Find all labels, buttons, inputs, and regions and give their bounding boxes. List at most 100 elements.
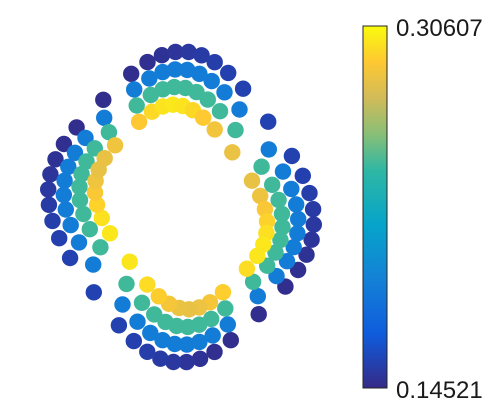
scatter-point — [253, 158, 270, 175]
scatter-point — [272, 231, 289, 249]
scatter-point — [92, 239, 109, 256]
scatter-point — [283, 180, 300, 198]
scatter-point — [75, 205, 92, 223]
scatter-point — [238, 260, 256, 277]
scatter-point — [128, 97, 145, 114]
scatter-point — [244, 273, 262, 290]
scatter-point — [73, 165, 90, 183]
scatter-point — [166, 61, 184, 78]
scatter-point — [216, 84, 233, 101]
scatter-point — [290, 210, 307, 228]
scatter-point — [139, 343, 156, 360]
scatter-point — [165, 353, 182, 371]
scatter-point — [195, 109, 212, 126]
scatter-point — [139, 276, 156, 293]
scatter-point — [304, 201, 322, 218]
scatter-point — [217, 300, 234, 317]
scatter-point — [264, 176, 281, 193]
scatter-point — [86, 140, 104, 157]
scatter-point — [203, 72, 220, 90]
colorbar-min-label: 0.14521 — [396, 377, 483, 404]
scatter-point — [66, 144, 84, 161]
scatter-point — [289, 225, 306, 242]
scatter-point — [289, 261, 307, 279]
scatter-point — [125, 332, 142, 350]
scatter-point — [249, 288, 266, 305]
scatter-point — [130, 113, 148, 130]
scatter-point — [57, 201, 74, 218]
scatter-point — [121, 253, 138, 270]
scatter-point — [220, 64, 237, 82]
scatter-point — [267, 244, 284, 261]
scatter-point — [56, 172, 73, 189]
scatter-point — [51, 230, 68, 247]
scatter-point — [126, 81, 143, 98]
scatter-point — [44, 212, 61, 230]
scatter-point — [178, 336, 196, 353]
scatter-point — [118, 275, 135, 293]
scatter-point — [274, 163, 292, 180]
scatter-point — [301, 184, 318, 202]
scatter-point — [96, 109, 113, 127]
scatter-point — [85, 256, 102, 273]
scatter-point — [303, 231, 320, 248]
scatter-point — [142, 324, 159, 342]
scatter-point — [93, 209, 111, 227]
scatter-point — [274, 218, 291, 236]
scatter-point — [224, 144, 241, 161]
scatter-point — [95, 91, 112, 109]
scatter-point — [55, 135, 73, 153]
scatter-point — [146, 306, 163, 323]
scatter-point — [123, 65, 140, 83]
scatter-point — [55, 186, 72, 204]
scatter-point — [206, 343, 223, 361]
scatter-point — [206, 121, 223, 138]
scatter-point — [258, 213, 276, 230]
scatter-point — [153, 47, 171, 64]
scatter-point — [42, 166, 59, 183]
scatter-point — [191, 65, 208, 83]
scatter-point — [70, 234, 88, 251]
scatter-point — [260, 113, 277, 130]
scatter-point — [150, 288, 167, 305]
scatter-point — [298, 246, 315, 263]
scatter-point — [250, 306, 267, 323]
scatter-point — [61, 249, 79, 267]
scatter-point — [260, 141, 277, 158]
scatter-point — [96, 150, 113, 167]
scatter-point — [154, 332, 171, 349]
scatter-point — [129, 313, 146, 330]
scatter-point — [214, 284, 232, 301]
scatter-point — [114, 296, 131, 313]
scatter-point — [141, 70, 158, 87]
scatter-point — [278, 253, 296, 270]
scatter-point — [219, 316, 236, 333]
colorbar-gradient — [362, 25, 388, 389]
scatter-point — [60, 158, 77, 175]
scatter-point — [252, 187, 269, 205]
scatter-point — [71, 191, 89, 209]
scatter-point — [285, 239, 302, 256]
scatter-point — [40, 196, 58, 213]
scatter-point — [133, 294, 151, 311]
scatter-point — [191, 333, 208, 351]
scatter-point — [270, 191, 287, 209]
scatter-point — [231, 101, 248, 118]
scatter-point — [100, 124, 118, 141]
scatter-point — [81, 221, 99, 238]
scatter-point — [256, 201, 274, 218]
scatter-point — [78, 153, 95, 170]
scatter-point — [199, 91, 216, 108]
scatter-point — [191, 350, 209, 367]
scatter-point — [106, 137, 124, 154]
scatter-point — [288, 196, 305, 213]
scatter-point — [139, 53, 156, 71]
scatter-point — [305, 216, 322, 233]
scatter-point — [86, 184, 104, 201]
scatter-point — [180, 43, 197, 61]
scatter-point — [206, 54, 223, 71]
scatter-point — [88, 196, 106, 213]
scatter-point — [110, 317, 128, 334]
scatter-point — [154, 63, 171, 81]
